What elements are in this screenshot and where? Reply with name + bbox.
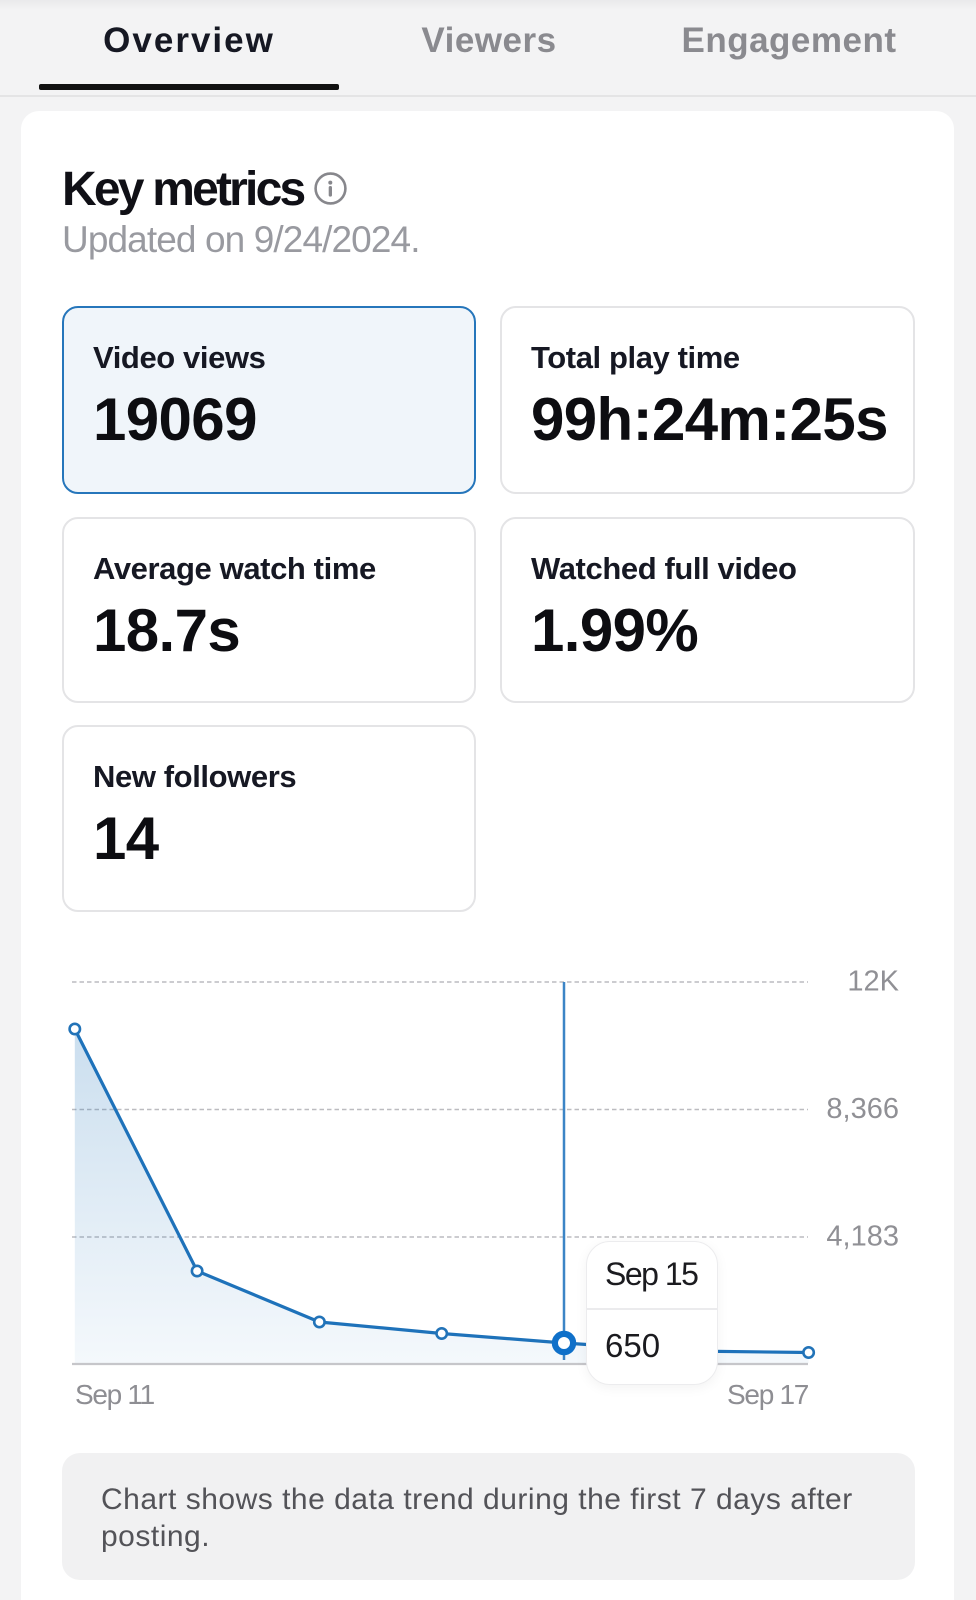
svg-text:8,366: 8,366 — [826, 1093, 899, 1125]
svg-text:Sep 11: Sep 11 — [75, 1379, 155, 1410]
svg-text:Sep 17: Sep 17 — [727, 1379, 809, 1410]
svg-text:4,183: 4,183 — [826, 1221, 899, 1253]
svg-text:12K: 12K — [847, 966, 899, 998]
